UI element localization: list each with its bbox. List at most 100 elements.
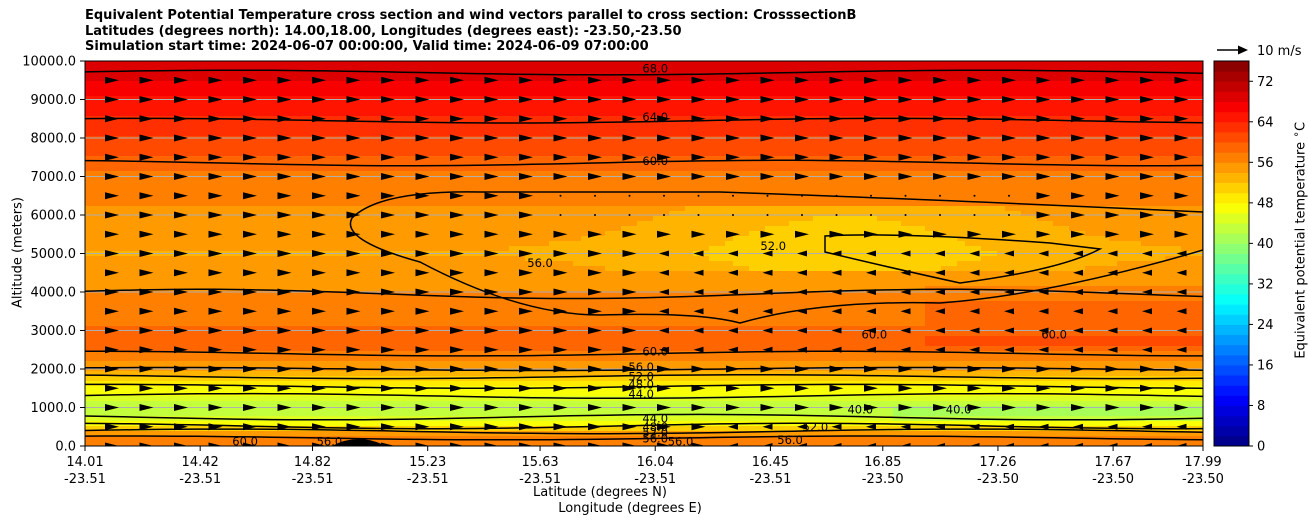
field-cell	[1133, 161, 1142, 167]
field-cell	[181, 156, 190, 162]
field-cell	[781, 201, 790, 207]
field-cell	[557, 86, 566, 92]
field-cell	[821, 176, 830, 182]
field-cell	[1045, 231, 1054, 237]
field-cell	[893, 156, 902, 162]
field-cell	[525, 216, 534, 222]
field-cell	[1037, 126, 1046, 132]
field-cell	[677, 231, 686, 237]
field-cell	[941, 196, 950, 202]
field-cell	[269, 86, 278, 92]
field-cell	[933, 131, 942, 137]
field-cell	[1101, 166, 1110, 172]
field-cell	[429, 171, 438, 177]
field-cell	[1045, 121, 1054, 127]
field-cell	[909, 216, 918, 222]
field-cell	[181, 106, 190, 112]
field-cell	[845, 101, 854, 107]
field-cell	[437, 196, 446, 202]
field-cell	[421, 66, 430, 72]
field-cell	[149, 176, 158, 182]
field-cell	[621, 161, 630, 167]
field-cell	[1013, 171, 1022, 177]
field-cell	[765, 81, 774, 87]
field-cell	[749, 66, 758, 72]
field-cell	[85, 161, 94, 167]
field-cell	[261, 226, 270, 232]
field-cell	[805, 166, 814, 172]
field-cell	[325, 141, 334, 147]
field-cell	[693, 131, 702, 137]
field-cell	[701, 201, 710, 207]
field-cell	[469, 91, 478, 97]
field-cell	[1165, 76, 1174, 82]
field-cell	[477, 146, 486, 152]
field-cell	[669, 151, 678, 157]
field-cell	[445, 101, 454, 107]
field-cell	[909, 211, 918, 217]
field-cell	[397, 146, 406, 152]
field-cell	[357, 81, 366, 87]
field-cell	[917, 106, 926, 112]
field-cell	[1021, 196, 1030, 202]
field-cell	[653, 206, 662, 212]
field-cell	[917, 186, 926, 192]
field-cell	[741, 61, 750, 67]
field-cell	[1093, 141, 1102, 147]
field-cell	[725, 226, 734, 232]
field-cell	[1013, 71, 1022, 77]
field-cell	[165, 171, 174, 177]
field-cell	[613, 111, 622, 117]
field-cell	[637, 211, 646, 217]
field-cell	[781, 101, 790, 107]
field-cell	[717, 131, 726, 137]
field-cell	[813, 226, 822, 232]
field-cell	[645, 161, 654, 167]
field-cell	[1061, 176, 1070, 182]
field-cell	[141, 236, 150, 242]
field-cell	[805, 211, 814, 217]
field-cell	[389, 226, 398, 232]
field-cell	[333, 206, 342, 212]
field-cell	[285, 131, 294, 137]
field-cell	[277, 221, 286, 227]
field-cell	[1093, 201, 1102, 207]
field-cell	[341, 86, 350, 92]
field-cell	[1141, 186, 1150, 192]
field-cell	[1053, 81, 1062, 87]
field-cell	[765, 151, 774, 157]
field-cell	[901, 191, 910, 197]
field-cell	[325, 81, 334, 87]
field-cell	[477, 221, 486, 227]
field-cell	[101, 111, 110, 117]
field-cell	[1197, 66, 1203, 72]
field-cell	[165, 236, 174, 242]
field-cell	[565, 176, 574, 182]
field-cell	[565, 166, 574, 172]
field-cell	[541, 101, 550, 107]
field-cell	[845, 121, 854, 127]
field-cell	[173, 196, 182, 202]
field-cell	[757, 166, 766, 172]
field-cell	[357, 156, 366, 162]
field-cell	[469, 226, 478, 232]
field-cell	[765, 111, 774, 117]
field-cell	[757, 91, 766, 97]
field-cell	[709, 181, 718, 187]
field-cell	[149, 166, 158, 172]
field-cell	[1053, 201, 1062, 207]
field-cell	[933, 226, 942, 232]
field-cell	[1037, 71, 1046, 77]
field-cell	[861, 61, 870, 67]
field-cell	[549, 166, 558, 172]
field-cell	[805, 231, 814, 237]
field-cell	[1189, 91, 1198, 97]
field-cell	[997, 176, 1006, 182]
field-cell	[621, 106, 630, 112]
field-cell	[1165, 171, 1174, 177]
field-cell	[317, 166, 326, 172]
field-cell	[237, 136, 246, 142]
field-cell	[933, 191, 942, 197]
field-cell	[493, 86, 502, 92]
field-cell	[253, 166, 262, 172]
